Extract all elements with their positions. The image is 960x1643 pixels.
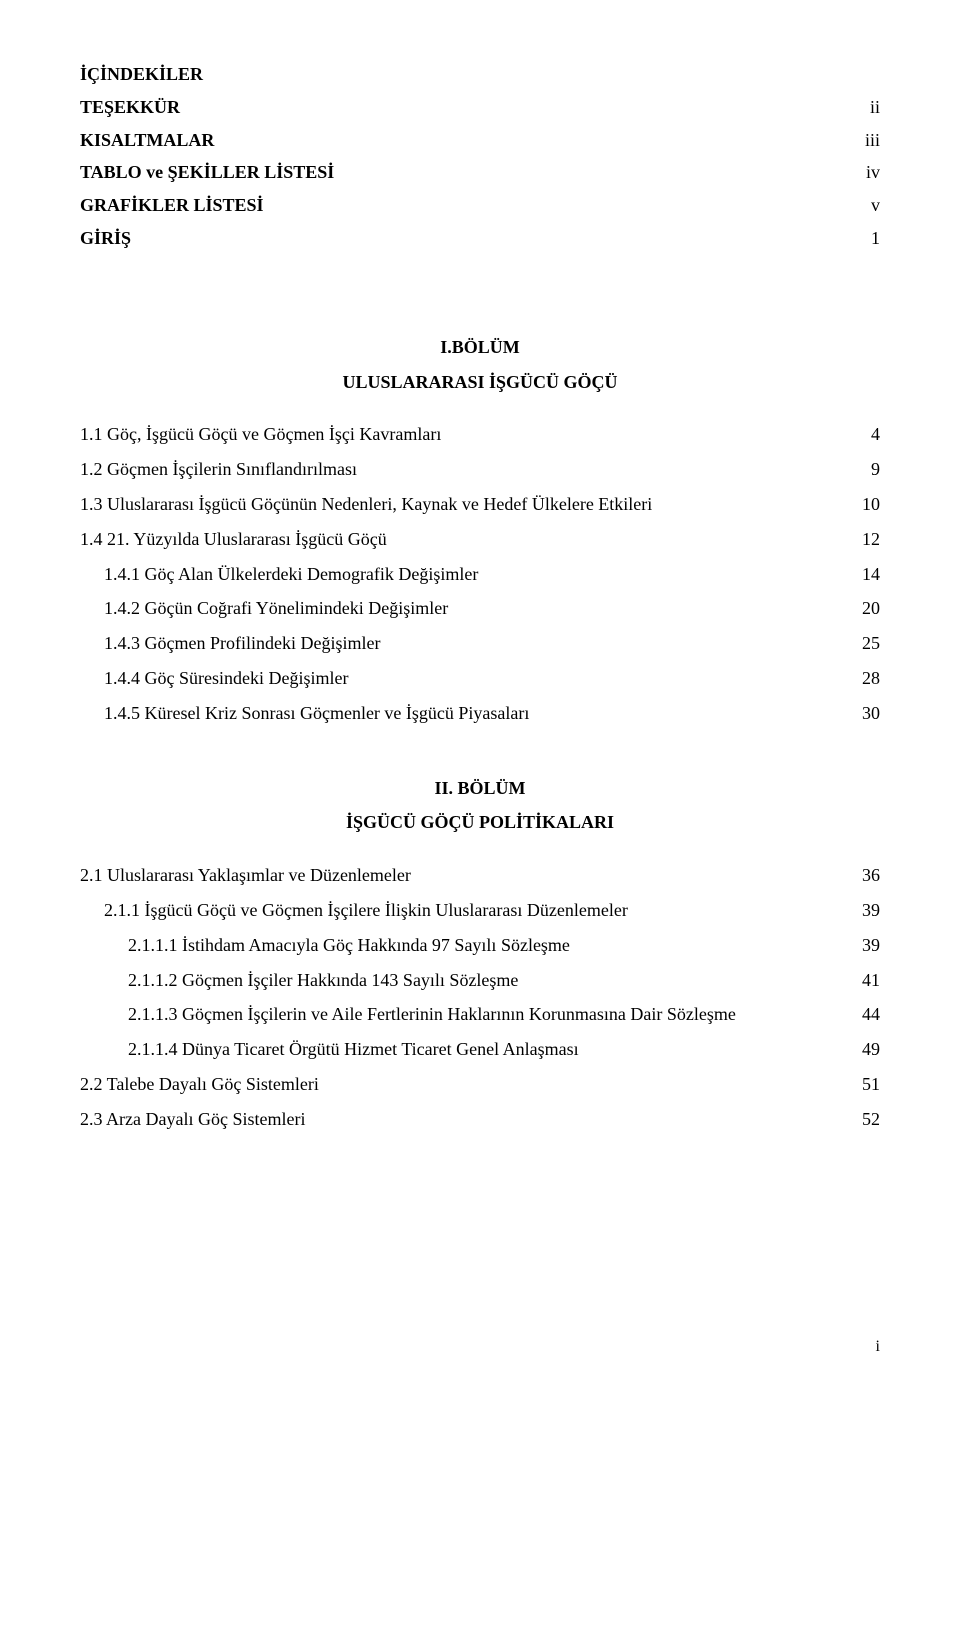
fm-title: GİRİŞ	[80, 224, 131, 253]
fm-title: KISALTMALAR	[80, 126, 214, 155]
toc-page: 20	[862, 594, 880, 623]
chapter1-entries: 1.1 Göç, İşgücü Göçü ve Göçmen İşçi Kavr…	[80, 420, 880, 727]
fm-row: İÇİNDEKİLER	[80, 60, 880, 89]
toc-label: 1.4.2 Göçün Coğrafi Yönelimindeki Değişi…	[80, 594, 862, 623]
toc-row: 1.4.3 Göçmen Profilindeki Değişimler 25	[80, 629, 880, 658]
toc-row: 1.4.2 Göçün Coğrafi Yönelimindeki Değişi…	[80, 594, 880, 623]
toc-page: 44	[862, 1000, 880, 1029]
page-number: i	[80, 1334, 880, 1360]
toc-row: 1.4.1 Göç Alan Ülkelerdeki Demografik De…	[80, 560, 880, 589]
fm-page: ii	[870, 93, 880, 122]
toc-page: 39	[862, 896, 880, 925]
toc-row: 1.4.4 Göç Süresindeki Değişimler 28	[80, 664, 880, 693]
toc-page: 4	[871, 420, 880, 449]
toc-row: 2.3 Arza Dayalı Göç Sistemleri 52	[80, 1105, 880, 1134]
toc-page: 25	[862, 629, 880, 658]
toc-page: 39	[862, 931, 880, 960]
toc-page: 51	[862, 1070, 880, 1099]
front-matter-list: İÇİNDEKİLER TEŞEKKÜR ii KISALTMALAR iii …	[80, 60, 880, 253]
fm-row: TABLO ve ŞEKİLLER LİSTESİ iv	[80, 158, 880, 187]
fm-row: GİRİŞ 1	[80, 224, 880, 253]
toc-page: 12	[862, 525, 880, 554]
fm-title: TABLO ve ŞEKİLLER LİSTESİ	[80, 158, 334, 187]
toc-label: 2.3 Arza Dayalı Göç Sistemleri	[80, 1105, 862, 1134]
fm-row: GRAFİKLER LİSTESİ v	[80, 191, 880, 220]
toc-row: 2.2 Talebe Dayalı Göç Sistemleri 51	[80, 1070, 880, 1099]
toc-label: 2.1.1.3 Göçmen İşçilerin ve Aile Fertler…	[80, 1000, 862, 1029]
toc-page: 28	[862, 664, 880, 693]
fm-row: KISALTMALAR iii	[80, 126, 880, 155]
toc-label: 2.1.1.4 Dünya Ticaret Örgütü Hizmet Tica…	[80, 1035, 862, 1064]
toc-label: 1.4.4 Göç Süresindeki Değişimler	[80, 664, 862, 693]
chapter1-heading: I.BÖLÜM	[80, 333, 880, 362]
toc-row: 1.3 Uluslararası İşgücü Göçünün Nedenler…	[80, 490, 880, 519]
fm-page: iii	[865, 126, 880, 155]
fm-title: TEŞEKKÜR	[80, 93, 180, 122]
toc-row: 2.1.1.4 Dünya Ticaret Örgütü Hizmet Tica…	[80, 1035, 880, 1064]
chapter1-title: ULUSLARARASI İŞGÜCÜ GÖÇÜ	[80, 368, 880, 397]
toc-row: 2.1.1.3 Göçmen İşçilerin ve Aile Fertler…	[80, 1000, 880, 1029]
fm-row: TEŞEKKÜR ii	[80, 93, 880, 122]
fm-title: İÇİNDEKİLER	[80, 60, 203, 89]
toc-row: 1.1 Göç, İşgücü Göçü ve Göçmen İşçi Kavr…	[80, 420, 880, 449]
toc-page: 9	[871, 455, 880, 484]
toc-label: 2.1.1 İşgücü Göçü ve Göçmen İşçilere İli…	[80, 896, 862, 925]
chapter2-entries: 2.1 Uluslararası Yaklaşımlar ve Düzenlem…	[80, 861, 880, 1133]
toc-row: 2.1.1.2 Göçmen İşçiler Hakkında 143 Sayı…	[80, 966, 880, 995]
toc-row: 1.4.5 Küresel Kriz Sonrası Göçmenler ve …	[80, 699, 880, 728]
toc-label: 2.1 Uluslararası Yaklaşımlar ve Düzenlem…	[80, 861, 862, 890]
toc-page: 52	[862, 1105, 880, 1134]
fm-page: 1	[871, 224, 880, 253]
toc-label: 1.4.1 Göç Alan Ülkelerdeki Demografik De…	[80, 560, 862, 589]
toc-label: 1.4 21. Yüzyılda Uluslararası İşgücü Göç…	[80, 525, 862, 554]
toc-row: 2.1 Uluslararası Yaklaşımlar ve Düzenlem…	[80, 861, 880, 890]
toc-label: 1.4.3 Göçmen Profilindeki Değişimler	[80, 629, 862, 658]
chapter2-title: İŞGÜCÜ GÖÇÜ POLİTİKALARI	[80, 808, 880, 837]
toc-label: 2.1.1.1 İstihdam Amacıyla Göç Hakkında 9…	[80, 931, 862, 960]
toc-row: 1.4 21. Yüzyılda Uluslararası İşgücü Göç…	[80, 525, 880, 554]
fm-title: GRAFİKLER LİSTESİ	[80, 191, 264, 220]
toc-page: 30	[862, 699, 880, 728]
toc-label: 2.2 Talebe Dayalı Göç Sistemleri	[80, 1070, 862, 1099]
fm-page: v	[871, 191, 880, 220]
toc-label: 1.3 Uluslararası İşgücü Göçünün Nedenler…	[80, 490, 862, 519]
toc-label: 1.1 Göç, İşgücü Göçü ve Göçmen İşçi Kavr…	[80, 420, 871, 449]
toc-page: 14	[862, 560, 880, 589]
toc-row: 1.2 Göçmen İşçilerin Sınıflandırılması 9	[80, 455, 880, 484]
toc-page: 10	[862, 490, 880, 519]
toc-page: 36	[862, 861, 880, 890]
toc-label: 1.4.5 Küresel Kriz Sonrası Göçmenler ve …	[80, 699, 862, 728]
fm-page: iv	[866, 158, 880, 187]
toc-row: 2.1.1 İşgücü Göçü ve Göçmen İşçilere İli…	[80, 896, 880, 925]
toc-row: 2.1.1.1 İstihdam Amacıyla Göç Hakkında 9…	[80, 931, 880, 960]
toc-page: 49	[862, 1035, 880, 1064]
toc-label: 1.2 Göçmen İşçilerin Sınıflandırılması	[80, 455, 871, 484]
chapter2-heading: II. BÖLÜM	[80, 774, 880, 803]
toc-page: 41	[862, 966, 880, 995]
toc-label: 2.1.1.2 Göçmen İşçiler Hakkında 143 Sayı…	[80, 966, 862, 995]
